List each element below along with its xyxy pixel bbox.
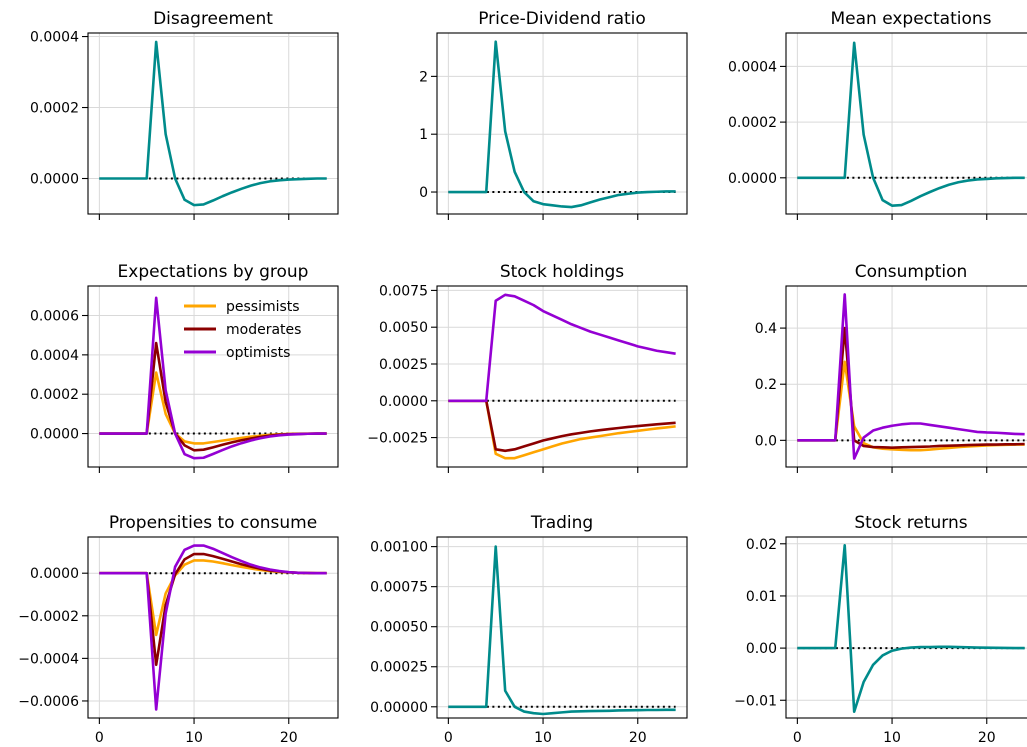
panel-trading: 0 10 20 0.00000 0.00025 0.00050 0.00075 0.00100… [370,513,688,746]
x-tick-label: 20 [280,730,298,746]
panel-propensities-to-consume: 0 10 20 −0.0006 −0.0004 −0.0002 0.0000 Propensi… [18,513,339,746]
panel-title: Consumption [855,262,968,282]
y-tick-label: 0.0004 [728,59,777,75]
y-tick-label: 0.0075 [379,283,428,299]
y-tick-label: 0.0000 [379,394,428,410]
series-line-value [448,545,676,716]
x-tick-label: 20 [629,730,647,746]
x-tick-label: 10 [185,730,203,746]
legend-label-optimists: optimists [226,345,290,361]
plot-frame [436,536,688,719]
panel-title: Mean expectations [830,9,991,29]
series-line-moderates [99,552,327,667]
y-tick-label: 0.0004 [30,348,79,364]
panel-disagreement: 0.0000 0.0002 0.0004 Disagreement [30,9,339,220]
y-tick-label: 0.00025 [370,660,428,676]
series-line-value [448,40,676,209]
panel-price-dividend-ratio: 0 1 2 Price-Dividend ratio [419,9,688,220]
plot-frame [785,32,1027,215]
y-tick-label: 0.00050 [370,620,428,636]
y-tick-label: 0.0025 [379,357,428,373]
series-line-optimists [448,293,676,403]
series-line-pessimists [797,360,1025,452]
y-tick-label: −0.0006 [18,694,79,710]
y-tick-label: 0.02 [746,537,777,553]
series-line-pessimists [448,399,676,460]
y-tick-label: 0.0000 [728,171,777,187]
x-tick-label: 0 [444,730,453,746]
plot-frame [785,536,1027,719]
y-tick-label: 0.0002 [728,115,777,131]
plot-frame [436,285,688,468]
y-tick-label: 0.0050 [379,320,428,336]
plot-frame [87,536,339,719]
x-tick-label: 20 [978,730,996,746]
panel-title: Trading [530,513,593,533]
panel-expectations-by-group: 0.0000 0.0002 0.0004 0.0006 Expectations by … [30,262,339,473]
panel-title: Stock returns [854,513,967,533]
panel-title: Expectations by group [118,262,309,282]
series-line-optimists [797,293,1025,460]
panel-title: Disagreement [153,9,273,29]
y-tick-label: 0.0002 [30,387,79,403]
y-tick-label: 1 [419,127,428,143]
y-tick-label: 0.00 [746,641,777,657]
y-tick-label: 0.0000 [30,566,79,582]
panel-consumption: 0.0 0.2 0.4 Consumption [755,262,1027,473]
y-tick-label: −0.0002 [18,609,79,625]
y-tick-label: 0.00100 [370,540,428,556]
panel-stock-holdings: −0.0025 0.0000 0.0025 0.0050 0.0075 Stock hol… [367,262,688,473]
y-tick-label: 0.00075 [370,580,428,596]
y-tick-label: 0 [419,185,428,201]
x-tick-label: 10 [534,730,552,746]
plot-frame [436,32,688,215]
y-tick-label: 0.0000 [30,172,79,188]
y-tick-label: 0.0000 [30,427,79,443]
y-tick-label: 0.00000 [370,700,428,716]
panel-title: Propensities to consume [109,513,317,533]
series-line-optimists [99,544,327,711]
legend-label-moderates: moderates [226,322,301,338]
panel-title: Price-Dividend ratio [478,9,646,29]
legend-label-pessimists: pessimists [226,299,300,315]
y-tick-label: 0.4 [755,321,777,337]
series-line-value [99,40,327,207]
legend: pessimists moderates optimists [184,299,301,361]
panel-title: Stock holdings [500,262,624,282]
y-tick-label: −0.01 [734,693,777,709]
series-line-moderates [797,326,1025,449]
plot-frame [87,285,339,468]
series-line-optimists [99,296,327,460]
y-tick-label: 2 [419,69,428,85]
plot-frame [785,285,1027,468]
y-tick-label: 0.01 [746,589,777,605]
x-tick-label: 0 [95,730,104,746]
plot-frame [87,32,339,215]
y-tick-label: 0.0002 [30,101,79,117]
series-line-value [797,544,1025,714]
y-tick-label: 0.0 [755,433,777,449]
x-tick-label: 10 [883,730,901,746]
y-tick-label: 0.2 [755,377,777,393]
panel-mean-expectations: 0.0000 0.0002 0.0004 Mean expectations [728,9,1027,220]
series-line-value [797,41,1025,207]
x-tick-label: 0 [793,730,802,746]
y-tick-label: 0.0004 [30,30,79,46]
y-tick-label: −0.0004 [18,651,79,667]
panel-stock-returns: 0 10 20 −0.01 0.00 0.01 0.02 Stock returns [734,513,1027,746]
y-tick-label: −0.0025 [367,431,428,447]
y-tick-label: 0.0006 [30,309,79,325]
